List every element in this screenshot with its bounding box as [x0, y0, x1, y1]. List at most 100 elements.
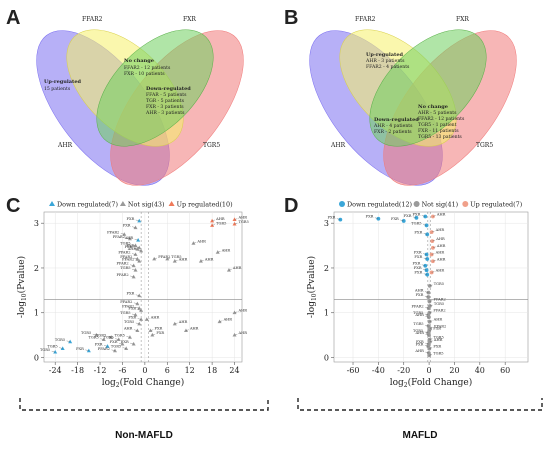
data-point [152, 256, 157, 261]
group-bracket-left: Non-MAFLD [19, 398, 269, 441]
point-label: PFAR2 [116, 262, 128, 266]
plot-d-y-axis-label: -log10(Pvalue) [306, 256, 318, 318]
point-label: TGR5 [111, 345, 122, 349]
point-leader-line [131, 226, 136, 228]
venn-a-down-line-4: AHR - 3 patients [145, 110, 185, 116]
point-leader-line [423, 224, 427, 226]
point-label: TGR5 [103, 336, 114, 340]
point-label: AHR [178, 257, 188, 261]
point-leader-line [185, 329, 189, 331]
point-leader-line [130, 342, 134, 345]
point-label: FXR [123, 224, 131, 228]
legend-marker [49, 201, 55, 206]
data-point [116, 337, 121, 342]
venn-b-nochange-line-1: AHR - 5 patients [417, 110, 457, 116]
venn-a-down-line-2: TGR - 5 patients [146, 98, 185, 104]
venn-a-label-ahr: AHR [57, 142, 73, 149]
point-label: TGR5 [120, 266, 131, 270]
venn-b-fxr-ellipse [369, 29, 487, 147]
x-tick-label: -40 [372, 366, 385, 375]
point-label: FXR [414, 255, 422, 259]
point-leader-line [135, 219, 140, 222]
point-leader-line [150, 329, 154, 331]
legend-marker [168, 201, 175, 206]
point-label: AHR [415, 331, 425, 335]
point-label: AHR [238, 216, 248, 220]
point-label: PFAR2 [98, 347, 110, 351]
legend-label: Not sig(41) [422, 200, 459, 208]
data-point [232, 221, 237, 226]
point-label: FXR [391, 217, 399, 221]
venn-a-label-fxr: FXR [183, 16, 196, 23]
point-leader-line [336, 218, 341, 220]
point-label: PFAR2 [116, 273, 128, 277]
data-point [109, 335, 114, 339]
venn-a-label-ffar2: FFAR2 [82, 16, 103, 23]
venn-b-down-line-2: FXR - 2 patients [374, 129, 412, 135]
point-label: AHR [435, 268, 445, 272]
data-point [112, 348, 117, 353]
data-point [68, 339, 73, 344]
point-leader-line [212, 219, 215, 222]
point-label: FXR [121, 340, 129, 344]
point-leader-line [425, 351, 429, 354]
point-leader-line [432, 246, 436, 248]
x-tick-label: -6 [119, 366, 127, 375]
venn-b-nochange-line-2: FFAR2 - 12 patients [418, 116, 465, 122]
point-label: TGR5 [124, 320, 135, 324]
x-tick-label: 6 [165, 366, 170, 375]
point-leader-line [167, 257, 171, 260]
point-leader-line [423, 273, 428, 275]
y-tick-label: 3 [34, 219, 39, 228]
x-tick-label: 12 [185, 366, 195, 375]
plot-d-thresholds [334, 212, 528, 362]
point-label: FFAR2 [434, 324, 446, 328]
point-label: FXR [433, 345, 441, 349]
point-leader-line [131, 313, 136, 316]
point-label: AHR [150, 315, 160, 319]
venn-a-up-count: 15 patients [44, 86, 71, 92]
point-label: AHR [124, 236, 134, 240]
point-label: TGR5 [434, 282, 445, 286]
point-leader-line [432, 239, 436, 242]
data-point [105, 344, 110, 348]
data-point [210, 223, 215, 227]
data-point [431, 214, 435, 219]
point-label: AHR [436, 257, 446, 261]
data-point [423, 214, 428, 219]
point-leader-line [146, 318, 150, 320]
point-label: TGR5 [216, 221, 227, 225]
point-leader-line [432, 215, 436, 217]
point-leader-line [130, 275, 134, 278]
x-tick-label: 0 [142, 366, 147, 375]
x-tick-label: 60 [500, 366, 510, 375]
point-label: TGR5 [81, 331, 92, 335]
point-label: FXR [126, 217, 134, 221]
point-leader-line [135, 294, 140, 296]
point-label: AHR [127, 247, 137, 251]
point-leader-line [423, 233, 428, 235]
venn-b-nochange-title: No change [418, 104, 448, 110]
data-point [429, 252, 434, 257]
data-point [135, 246, 140, 251]
data-point [133, 225, 138, 230]
venn-diagram-b: FFAR2 FXR AHR TGR5 Up-regulated AHR - 3 … [309, 16, 517, 186]
venn-b-down-line-1: AHR - 4 patients [373, 123, 413, 129]
point-label: TGR5 [411, 221, 422, 225]
data-point [226, 268, 231, 272]
point-label: FXR [416, 293, 424, 297]
legend-label: Up regulated(10) [177, 200, 233, 208]
point-leader-line [429, 340, 433, 342]
point-leader-line [154, 257, 158, 260]
point-label: FXR [110, 340, 118, 344]
point-label: AHR [221, 248, 231, 252]
point-label: PXR [76, 347, 84, 351]
data-point [150, 332, 155, 337]
point-leader-line [424, 291, 429, 293]
point-label: TGR5 [413, 311, 424, 315]
data-point [131, 341, 136, 346]
point-leader-line [120, 233, 125, 235]
point-leader-line [193, 242, 197, 244]
